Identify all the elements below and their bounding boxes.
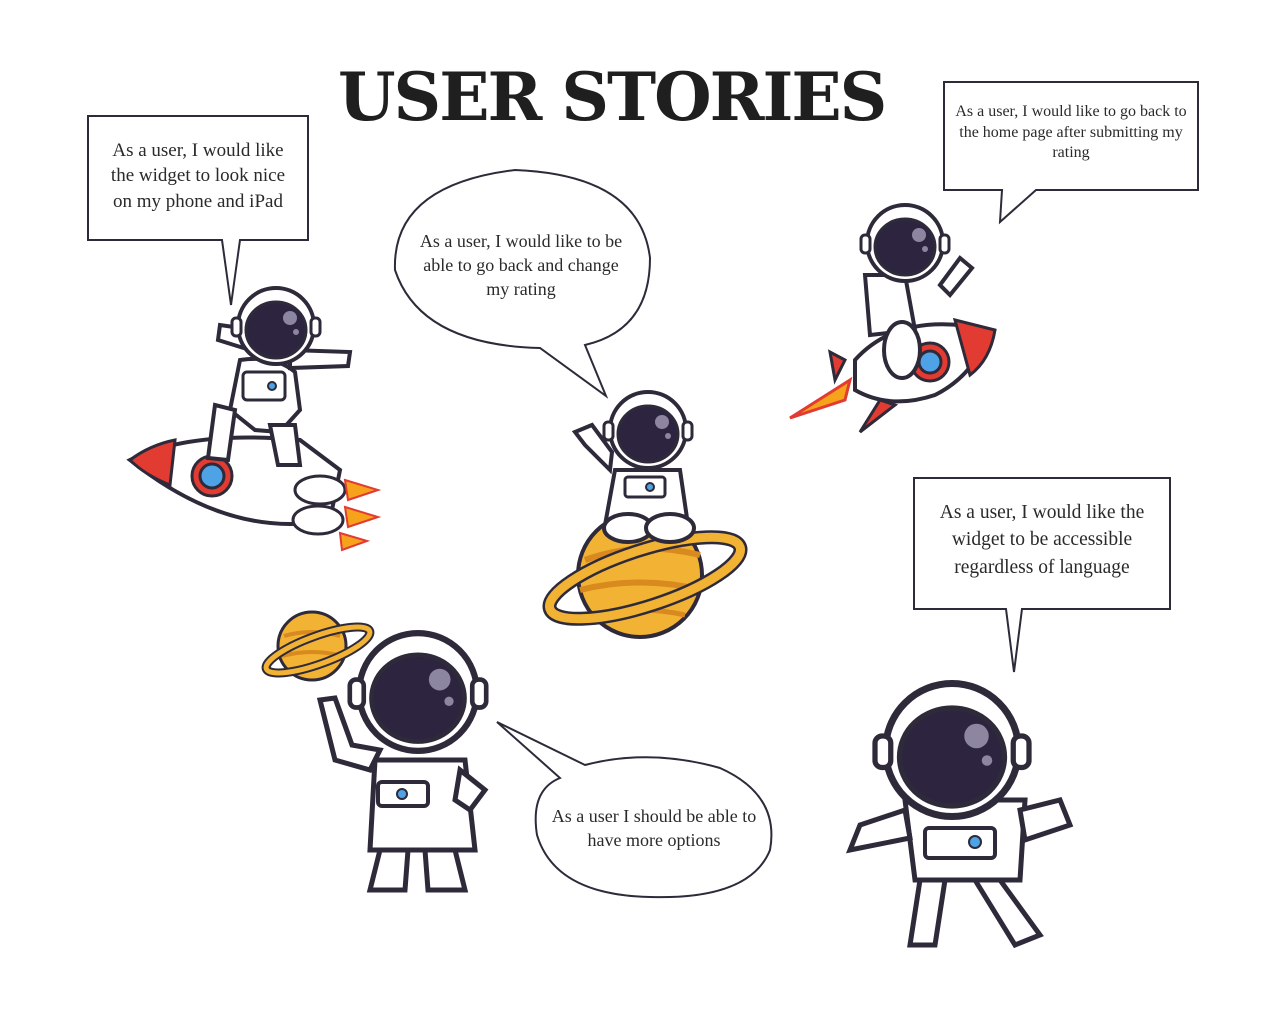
story-1-text: As a user, I would like the widget to lo… — [110, 139, 286, 212]
astronaut-sitting-on-planet-illustration — [542, 390, 748, 639]
story-3-text: As a user, I would like to go back to th… — [955, 102, 1187, 162]
astronaut-dabbing-on-rocket-illustration — [126, 286, 382, 552]
story-1-bubble — [87, 115, 309, 306]
story-3-bubble — [943, 81, 1199, 225]
story-2-bubble — [393, 168, 652, 399]
astronaut-riding-rocket-illustration — [789, 203, 997, 434]
story-4-text: As a user, I would like the widget to be… — [939, 502, 1145, 578]
story-5-text: As a user I should be able to have more … — [551, 805, 757, 850]
page-title: USER STORIES — [338, 58, 887, 136]
story-2-text: As a user, I would like to be able to go… — [419, 230, 623, 300]
astronaut-floating-illustration — [845, 684, 1074, 949]
story-4-bubble — [913, 477, 1171, 673]
story-5-bubble — [496, 721, 773, 899]
astronaut-spinning-planet-illustration — [261, 610, 487, 893]
